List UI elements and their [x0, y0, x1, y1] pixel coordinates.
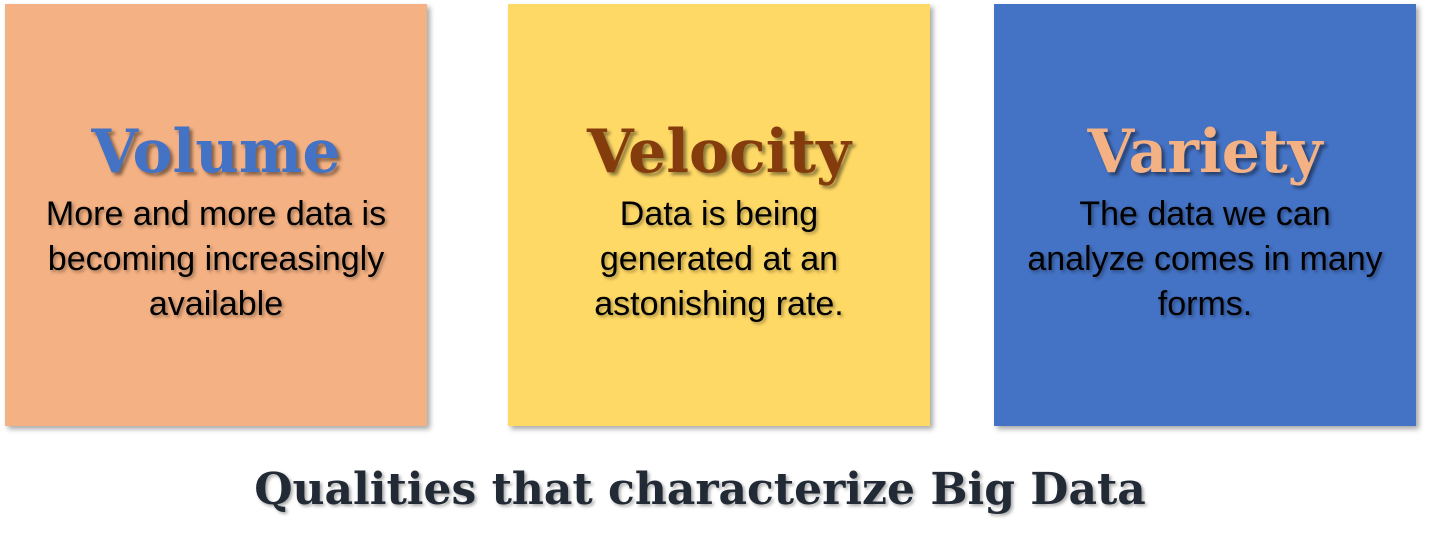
- velocity-line-2: generated at an: [599, 240, 839, 278]
- variety-card: Variety The data we can analyze comes in…: [994, 4, 1416, 426]
- variety-line-3: forms.: [1157, 285, 1253, 323]
- volume-card: Volume More and more data is becoming in…: [5, 4, 427, 426]
- volume-line-1: More and more data is: [45, 195, 387, 233]
- velocity-line-1: Data is being: [619, 195, 819, 233]
- variety-title: Variety: [1087, 117, 1323, 187]
- volume-line-2: becoming increasingly: [47, 240, 385, 278]
- variety-line-2: analyze comes in many: [1027, 240, 1383, 278]
- variety-description: The data we can analyze comes in many fo…: [1004, 192, 1406, 327]
- velocity-description: Data is being generated at an astonishin…: [518, 192, 920, 327]
- volume-title: Volume: [91, 117, 341, 187]
- velocity-card: Velocity Data is being generated at an a…: [508, 4, 930, 426]
- velocity-title: Velocity: [587, 117, 851, 187]
- diagram-caption: Qualities that characterize Big Data: [254, 464, 1146, 515]
- volume-description: More and more data is becoming increasin…: [15, 192, 417, 327]
- volume-line-3: available: [148, 285, 284, 323]
- variety-line-1: The data we can: [1079, 195, 1331, 233]
- velocity-line-3: astonishing rate.: [594, 285, 844, 323]
